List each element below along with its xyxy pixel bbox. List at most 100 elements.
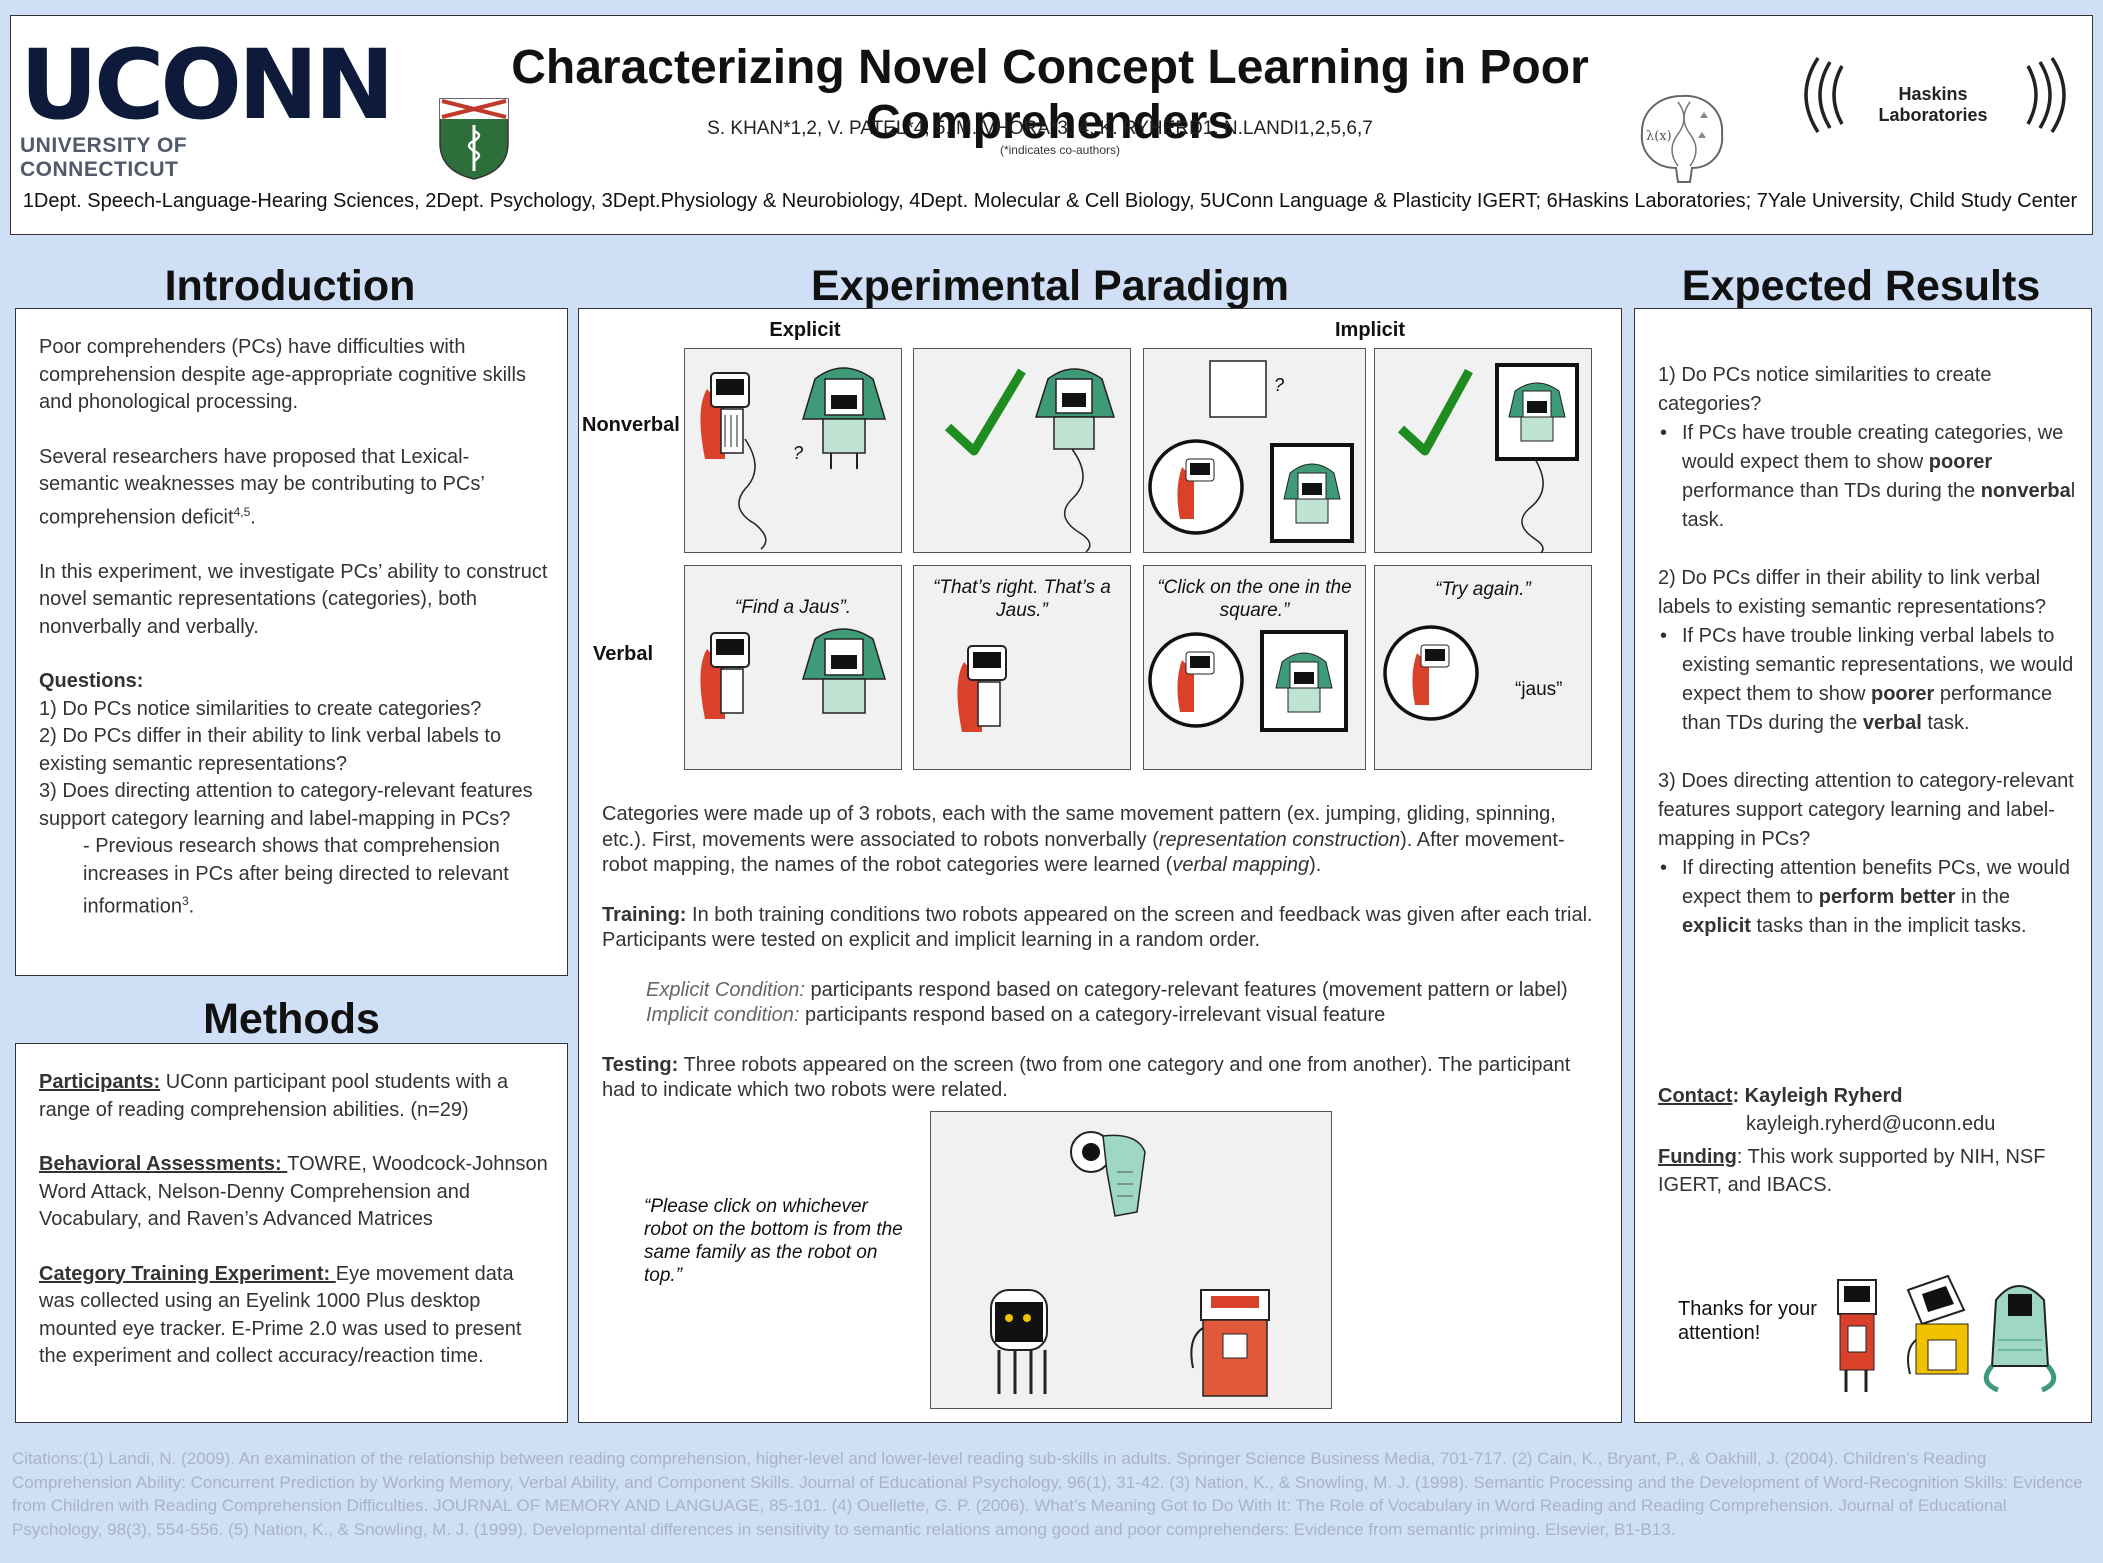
verbal-implicit-trial: “Click on the one in the square.”	[1143, 565, 1366, 770]
red-robot-icon	[1837, 1279, 1877, 1392]
behavioral-label: Behavioral Assessments:	[39, 1153, 288, 1175]
verbal-prompt-square: “Click on the one in the square.”	[1157, 577, 1352, 621]
categories-paragraph: Categories were made up of 3 robots, eac…	[602, 802, 1602, 879]
testing-paragraph: Testing: Three robots appeared on the sc…	[602, 1053, 1602, 1104]
desc-b: representation construction	[1158, 828, 1401, 851]
row-verbal: Verbal	[593, 643, 654, 665]
introduction-panel	[15, 308, 568, 976]
green-robot-icon	[801, 367, 887, 469]
green-robot-icon	[1034, 368, 1116, 450]
feedback-figure	[944, 368, 1116, 553]
methods-body: Participants: UConn participant pool stu…	[39, 1069, 549, 1371]
methods-category: Category Training Experiment: Eye moveme…	[39, 1261, 549, 1371]
verbal-explicit-feedback: “That’s right. That’s a Jaus.”	[913, 565, 1131, 770]
column-explicit: Explicit	[769, 319, 841, 341]
intro-p2-text: Several researchers have proposed that L…	[39, 445, 485, 529]
explicit-label: Explicit Condition:	[646, 978, 805, 1001]
contact-name: : Kayleigh Ryherd	[1732, 1085, 1903, 1107]
circle-frame-icon	[1383, 625, 1479, 721]
implicit-text: participants respond based on a category…	[799, 1004, 1386, 1026]
red-robot-icon	[957, 645, 1007, 732]
results-panel	[1634, 308, 2092, 1423]
red-robot-icon	[700, 372, 750, 459]
green-robot-icon	[1983, 1285, 2057, 1393]
checkmark-icon	[944, 368, 1026, 456]
behavioral-text: TOWRE, Woodcock-Johnson Word Attack, Nel…	[39, 1153, 548, 1230]
robot-pair-figure: ?	[700, 367, 887, 550]
q3-note-citation: 3	[181, 894, 189, 909]
participants-label: Participants:	[39, 1071, 161, 1093]
verbal-feedback-right: “That’s right. That’s a Jaus.”	[933, 577, 1111, 621]
training-text: In both training conditions two robots a…	[602, 903, 1593, 952]
r1-b: poorer	[1928, 451, 1993, 473]
red-robot-icon	[1177, 458, 1215, 519]
intro-p2-citation: 4,5	[233, 504, 251, 519]
desc-d: verbal mapping	[1172, 854, 1310, 876]
result-1-expectation: • If PCs have trouble creating categories…	[1660, 422, 2076, 531]
introduction-body: Poor comprehenders (PCs) have difficulti…	[39, 334, 549, 921]
nonverbal-explicit-feedback	[913, 348, 1131, 553]
red-robot-icon	[1177, 651, 1215, 712]
methods-participants: Participants: UConn participant pool stu…	[39, 1069, 549, 1124]
empty-square-icon	[1209, 360, 1267, 418]
question-1: 1) Do PCs notice similarities to create …	[39, 697, 482, 720]
uconn-logo-word: UCONN	[20, 29, 395, 141]
r1-c: performance than TDs during the	[1682, 480, 1981, 502]
haskins-logo	[1804, 57, 2066, 133]
single-robot-figure	[957, 645, 1007, 732]
poster-title: Characterizing Novel Concept Learning in…	[511, 41, 1589, 149]
checkmark-icon	[1397, 368, 1473, 456]
methods-behavioral: Behavioral Assessments: TOWRE, Woodcock-…	[39, 1151, 549, 1234]
row-nonverbal: Nonverbal	[582, 414, 680, 436]
r1-d: nonverba	[1980, 480, 2071, 502]
result-3-expectation: • If directing attention benefits PCs, we…	[1660, 857, 2070, 937]
implicit-condition: Implicit condition: participants respond…	[602, 1003, 1602, 1029]
result-question-3: 3) Does directing attention to category-…	[1658, 770, 2074, 850]
brain-icon: λ(x)	[1640, 94, 1724, 183]
methods-panel	[15, 1043, 568, 1423]
r2-b: poorer	[1870, 683, 1935, 705]
question-3: 3) Does directing attention to category-…	[39, 780, 533, 830]
shape-cue-figure	[1148, 630, 1348, 732]
r2-c: performance than TDs during the	[1682, 683, 2053, 734]
desc-c: ). After movement-robot mapping, the nam…	[602, 828, 1565, 877]
q3-note-end: .	[188, 895, 195, 918]
author-list: S. KHAN*1,2, V. PATEL*4, 5, M. VHORA*3, …	[707, 118, 1373, 139]
circle-frame-icon	[1148, 439, 1244, 535]
testing-screen	[930, 1111, 1332, 1409]
intro-paragraph-1: Poor comprehenders (PCs) have difficulti…	[39, 336, 526, 413]
green-robot-icon	[1508, 382, 1566, 442]
robots-illustration	[1837, 1274, 2057, 1393]
question-mark: ?	[793, 443, 803, 463]
nonverbal-implicit-trial: ?	[1143, 348, 1366, 553]
haskins-logo-text: Haskins Laboratories	[1878, 84, 1988, 125]
result-question-1: 1) Do PCs notice similarities to create …	[1658, 364, 1992, 415]
affiliations: 1Dept. Speech-Language-Hearing Sciences,…	[22, 190, 2078, 212]
explicit-text: participants respond based on category-r…	[804, 978, 1568, 1001]
implicit-label: Implicit condition:	[646, 1004, 800, 1026]
verbal-prompt-find: “Find a Jaus”.	[734, 597, 852, 618]
funding-line: Funding: This work supported by NIH, NSF…	[1658, 1144, 2078, 1199]
contact-label: Contact	[1658, 1085, 1733, 1107]
r2-d: verbal	[1862, 712, 1922, 734]
r1-e: l task.	[1682, 480, 2076, 531]
r3-d: explicit	[1682, 915, 1751, 937]
desc-e: ).	[1309, 854, 1322, 876]
nonverbal-implicit-feedback	[1374, 348, 1592, 554]
r3-c: in the	[1955, 886, 2010, 908]
testing-text: Three robots appeared on the screen (two…	[602, 1053, 1571, 1102]
shield-icon	[439, 98, 509, 180]
shape-cue-figure: ?	[1148, 360, 1354, 543]
coauthor-note: (*indicates co-authors)	[999, 143, 1121, 157]
green-robot-icon	[1283, 463, 1341, 524]
verbal-explicit-trial: “Find a Jaus”.	[684, 565, 902, 770]
citations: Citations:(1) Landi, N. (2009). An exami…	[12, 1449, 2083, 1539]
brain-label: λ(x)	[1646, 129, 1672, 144]
result-question-2: 2) Do PCs differ in their ability to lin…	[1658, 567, 2046, 618]
question-3-note: - Previous research shows that comprehen…	[39, 833, 549, 921]
r2-e: task.	[1921, 712, 1970, 734]
column-implicit: Implicit	[1334, 319, 1405, 341]
verbal-label-jaus: “jaus”	[1515, 679, 1563, 700]
yellow-robot-icon	[1906, 1274, 1969, 1375]
uconn-logo-subtitle: UNIVERSITY OF CONNECTICUT	[20, 134, 188, 181]
